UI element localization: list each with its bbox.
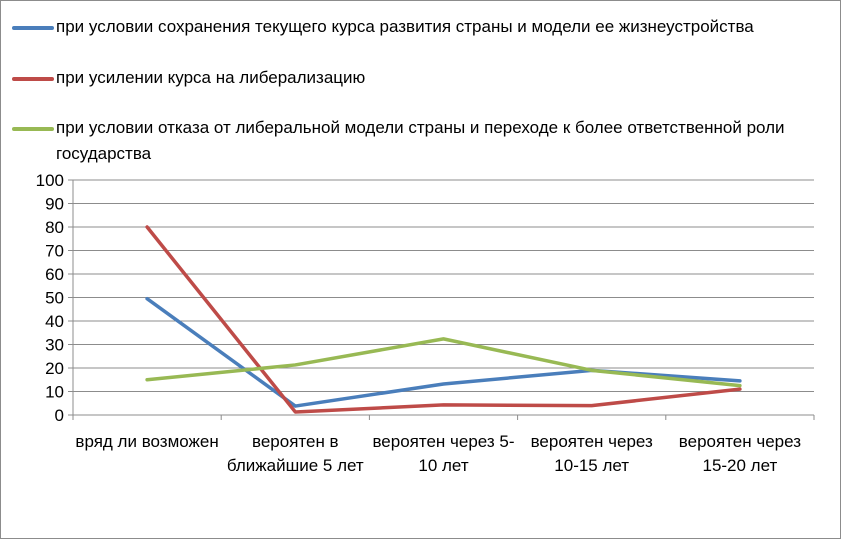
y-tick-label: 20 [45, 359, 64, 378]
x-tick-label: вряд ли возможен [75, 432, 219, 451]
legend-swatch-series-1 [12, 26, 54, 30]
y-tick-label: 40 [45, 312, 64, 331]
y-tick-label: 10 [45, 383, 64, 402]
series-line-1 [145, 296, 742, 408]
y-tick-label: 100 [36, 171, 64, 190]
y-tick-label: 60 [45, 265, 64, 284]
y-tick-label: 0 [55, 406, 64, 425]
x-tick-label: вероятен в ближайшие 5 лет [226, 432, 364, 475]
x-tick-label: вероятен через 10-15 лет [530, 432, 653, 475]
legend-label-series-1: при условии сохранения текущего курса ра… [56, 17, 754, 36]
legend-swatch-series-2 [12, 77, 54, 81]
y-tick-label: 30 [45, 336, 64, 355]
legend-label-series-2: при усилении курса на либерализацию [56, 68, 366, 87]
x-tick-label: вероятен через 5-10 лет [372, 432, 515, 475]
y-tick-label: 90 [45, 195, 64, 214]
y-tick-label: 80 [45, 218, 64, 237]
legend-label-series-3: при условии отказа от либеральной модели… [56, 118, 785, 163]
y-tick-label: 50 [45, 289, 64, 308]
legend: при условии сохранения текущего курса ра… [0, 0, 841, 175]
legend-swatch-series-3 [12, 127, 54, 131]
x-tick-label: вероятен через 15-20 лет [678, 432, 801, 475]
y-tick-label: 70 [45, 242, 64, 261]
